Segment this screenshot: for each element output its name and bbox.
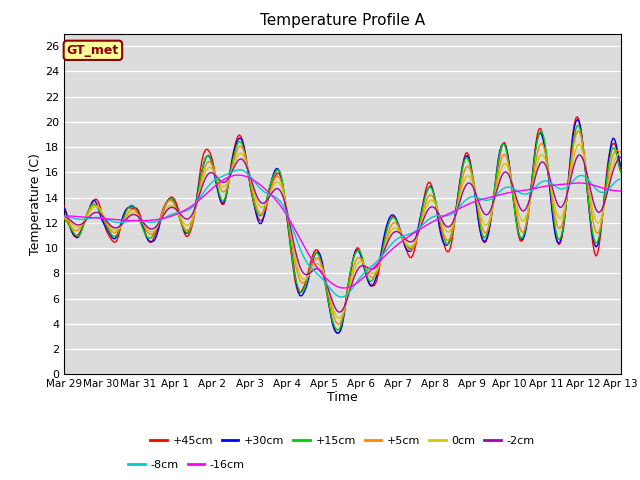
Text: GT_met: GT_met [67, 44, 119, 57]
Legend: -8cm, -16cm: -8cm, -16cm [124, 456, 249, 475]
Y-axis label: Temperature (C): Temperature (C) [29, 153, 42, 255]
X-axis label: Time: Time [327, 391, 358, 404]
Title: Temperature Profile A: Temperature Profile A [260, 13, 425, 28]
